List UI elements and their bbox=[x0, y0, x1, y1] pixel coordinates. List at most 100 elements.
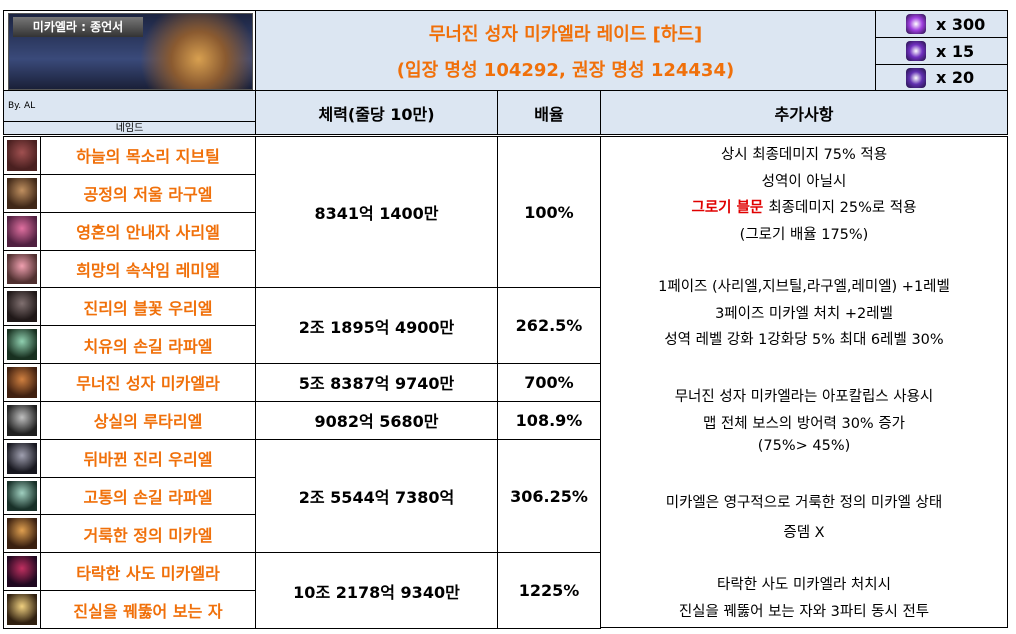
portrait bbox=[7, 253, 37, 285]
reward-cell: x 15 bbox=[875, 37, 1008, 65]
named-name: 진리의 블꽃 우리엘 bbox=[83, 298, 213, 318]
note-line: 증뎀 X bbox=[783, 525, 825, 541]
portrait-cell bbox=[3, 590, 41, 629]
portrait bbox=[7, 594, 37, 625]
header-text: 추가사항 bbox=[774, 104, 834, 124]
named-name: 상실의 루타리엘 bbox=[93, 412, 203, 432]
named-name: 공정의 저울 라구엘 bbox=[83, 185, 213, 205]
named-name: 뒤바뀐 진리 우리엘 bbox=[83, 450, 213, 470]
header-named: 네임드 bbox=[4, 121, 255, 135]
name-cell: 치유의 손길 라파엘 bbox=[40, 325, 256, 365]
portrait-cell bbox=[3, 476, 41, 516]
name-cell: 타락한 사도 미카엘라 bbox=[40, 552, 256, 592]
portrait bbox=[7, 367, 37, 398]
author: By. AL bbox=[8, 101, 36, 111]
multiplier-text: 262.5% bbox=[515, 316, 583, 336]
reward-icon bbox=[906, 67, 926, 88]
note-line: 성역이 아닐시 bbox=[761, 173, 847, 190]
header-cell: By. AL 네임드 bbox=[3, 90, 256, 135]
note-line: 무너진 성자 미카엘라는 아포칼립스 사용시 bbox=[674, 389, 934, 405]
column-header: 배율 bbox=[497, 90, 601, 135]
reward-count: x 20 bbox=[936, 68, 975, 87]
hp-cell: 9082억 5680만 bbox=[255, 400, 498, 440]
portrait-cell bbox=[3, 136, 41, 175]
named-name: 진실을 꿰뚫어 보는 자 bbox=[73, 601, 223, 621]
note-line: 1페이즈 (사리엘,지브틸,라구엘,레미엘) +1레벨 bbox=[658, 279, 950, 295]
note-line: 3페이즈 미카엘 처치 +2레벨 bbox=[715, 305, 893, 322]
portrait bbox=[7, 518, 37, 550]
note-line: 그로기 블문 최종데미지 25%로 적용 bbox=[601, 196, 1007, 216]
portrait-cell bbox=[3, 249, 41, 289]
note-line: 맵 전체 보스의 방어력 30% 증가 bbox=[702, 415, 905, 432]
multiplier-text: 306.25% bbox=[510, 486, 588, 506]
portrait bbox=[7, 480, 37, 512]
name-cell: 하늘의 목소리 지브틸 bbox=[40, 136, 256, 175]
portrait-cell bbox=[3, 514, 41, 554]
multiplier-text: 1225% bbox=[518, 581, 580, 601]
multiplier-text: 108.9% bbox=[515, 410, 583, 430]
named-name: 고통의 손길 라파엘 bbox=[83, 488, 213, 508]
hp-text: 9082억 5680만 bbox=[314, 412, 439, 432]
portrait-cell bbox=[3, 211, 41, 251]
note-line: 진실을 꿰뚫어 보는 자와 3파티 동시 전투 bbox=[678, 603, 930, 620]
portrait bbox=[7, 215, 37, 247]
hp-cell: 10조 2178억 9340만 bbox=[255, 552, 498, 629]
note-line: 미카엘은 영구적으로 거룩한 정의 미카엘 상태 bbox=[665, 495, 943, 511]
name-cell: 고통의 손길 라파엘 bbox=[40, 476, 256, 516]
reward-cell: x 20 bbox=[875, 64, 1008, 91]
header-text: 체력(줄당 10만) bbox=[318, 104, 435, 124]
named-name: 무너진 성자 미카엘라 bbox=[76, 374, 220, 394]
named-name: 하늘의 목소리 지브틸 bbox=[76, 147, 220, 167]
reward-count: x 300 bbox=[936, 14, 986, 34]
hp-text: 8341억 1400만 bbox=[314, 204, 439, 224]
named-name: 거룩한 정의 미카엘 bbox=[83, 525, 213, 545]
named-name: 희망의 속삭임 레미엘 bbox=[76, 260, 220, 280]
portrait bbox=[7, 442, 37, 474]
name-cell: 상실의 루타리엘 bbox=[40, 400, 256, 440]
portrait-cell bbox=[3, 400, 41, 440]
hp-cell: 2조 5544억 7380억 bbox=[255, 438, 498, 554]
name-cell: 무너진 성자 미카엘라 bbox=[40, 363, 256, 402]
reward-count: x 15 bbox=[936, 41, 975, 61]
portrait-cell bbox=[3, 438, 41, 478]
hp-cell: 5조 8387억 9740만 bbox=[255, 363, 498, 402]
hp-text: 2조 1895억 4900만 bbox=[298, 317, 455, 337]
column-header: 체력(줄당 10만) bbox=[255, 90, 498, 135]
banner-label: 미카엘라 : 종언서 bbox=[13, 17, 143, 37]
multiplier-cell: 1225% bbox=[497, 552, 601, 629]
multiplier-cell: 100% bbox=[497, 136, 601, 289]
hp-text: 2조 5544억 7380억 bbox=[298, 488, 455, 508]
portrait bbox=[7, 291, 37, 323]
portrait-cell bbox=[3, 325, 41, 365]
multiplier-cell: 108.9% bbox=[497, 400, 601, 440]
multiplier-cell: 262.5% bbox=[497, 287, 601, 365]
banner-cell: 미카엘라 : 종언서 bbox=[3, 10, 256, 91]
portrait bbox=[7, 556, 37, 588]
name-cell: 영혼의 안내자 사리엘 bbox=[40, 211, 256, 251]
note-emphasis: 그로기 블문 bbox=[691, 200, 764, 216]
title-cell: 무너진 성자 미카엘라 레이드 [하드] (입장 명성 104292, 권장 명성… bbox=[255, 10, 876, 91]
named-name: 치유의 손길 라파엘 bbox=[83, 336, 213, 356]
hp-cell: 8341억 1400만 bbox=[255, 136, 498, 289]
reward-icon bbox=[906, 41, 926, 61]
name-cell: 진실을 꿰뚫어 보는 자 bbox=[40, 590, 256, 629]
portrait bbox=[7, 177, 37, 209]
hp-text: 5조 8387억 9740만 bbox=[298, 374, 455, 394]
portrait bbox=[7, 404, 37, 436]
named-name: 영혼의 안내자 사리엘 bbox=[76, 223, 220, 243]
note-line: 상시 최종데미지 75% 적용 bbox=[720, 147, 888, 163]
column-header: 추가사항 bbox=[600, 90, 1008, 135]
named-name: 타락한 사도 미카엘라 bbox=[76, 563, 220, 583]
banner-image: 미카엘라 : 종언서 bbox=[8, 13, 253, 90]
portrait-cell bbox=[3, 363, 41, 402]
portrait-cell bbox=[3, 173, 41, 213]
name-cell: 뒤바뀐 진리 우리엘 bbox=[40, 438, 256, 478]
portrait bbox=[7, 140, 37, 171]
name-cell: 공정의 저울 라구엘 bbox=[40, 173, 256, 213]
portrait-cell bbox=[3, 552, 41, 592]
note-line: (그로기 배율 175%) bbox=[739, 226, 869, 243]
multiplier-cell: 700% bbox=[497, 363, 601, 402]
note-text: 최종데미지 25%로 적용 bbox=[768, 200, 917, 216]
